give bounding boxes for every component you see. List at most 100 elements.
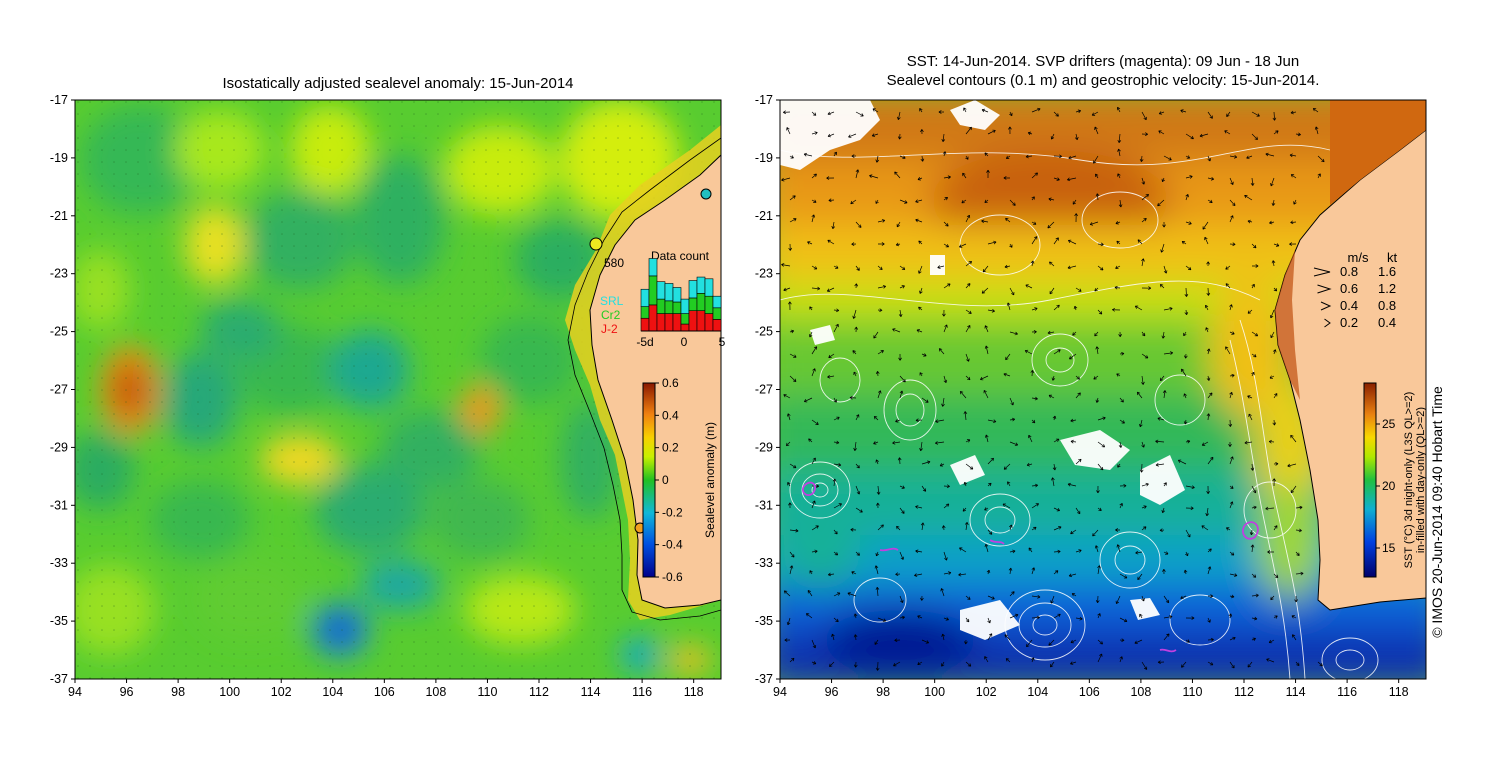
legend-srl: SRL	[600, 294, 624, 308]
velocity-legend-ms: 0.8	[1340, 264, 1358, 279]
inset-bar-segment	[712, 319, 722, 332]
sst-colorbar-tick: 20	[1382, 479, 1396, 493]
inset-xtick: 5	[719, 335, 726, 349]
x-tick-label: 110	[477, 685, 497, 699]
inset-bar-segment	[648, 258, 658, 277]
y-tick-label: -19	[50, 151, 68, 165]
x-tick-label: 106	[1079, 685, 1100, 699]
velocity-legend-ms: 0.6	[1340, 281, 1358, 296]
x-tick-label: 100	[219, 685, 240, 699]
inset-bar-segment	[704, 278, 714, 297]
inset-xtick: -5d	[636, 335, 653, 349]
inset-bar-segment	[672, 287, 682, 303]
velocity-legend-arrow	[1320, 301, 1332, 311]
inset-bar-segment	[712, 295, 722, 309]
x-tick-label: 94	[773, 685, 787, 699]
sealevel-anomaly-map	[75, 100, 721, 679]
data-count-inset: Data count SRL Cr2 J-2 -5d 0 5	[600, 249, 726, 349]
sst-colorbar-label-line2: in-filled with day-only (QL>=2)	[1415, 407, 1427, 553]
x-tick-label: 104	[1027, 685, 1048, 699]
inset-bar-segment	[656, 298, 666, 314]
y-tick-label: -17	[50, 93, 68, 107]
inset-bar-segment	[696, 310, 706, 332]
y-tick-label: -17	[755, 93, 773, 107]
colorbar-label: Sealevel anomaly (m)	[703, 422, 717, 538]
y-tick-label: -19	[755, 151, 773, 165]
inset-bar-segment	[680, 313, 690, 325]
colorbar-tick: 0.2	[662, 441, 679, 455]
right-axes: 94 96 98 100 102 104 106 108 110 112 114 116 118 -17 -…	[755, 93, 1409, 699]
inset-bar-segment	[688, 297, 698, 312]
y-tick-label: -21	[755, 209, 773, 223]
sst-colorbar-label-line1: SST (°C) 3d night-only (L3S QL>=2)	[1403, 392, 1415, 569]
sst-map	[780, 100, 1426, 679]
y-tick-label: -35	[50, 614, 68, 628]
x-tick-label: 112	[1234, 685, 1254, 699]
x-tick-label: 96	[825, 685, 839, 699]
tide-gauge-marker	[589, 237, 603, 251]
y-tick-label: -25	[50, 325, 68, 339]
velocity-legend-ms-header: m/s	[1348, 250, 1369, 265]
y-tick-label: -27	[50, 383, 68, 397]
legend-j2: J-2	[601, 322, 618, 336]
x-tick-label: 116	[1337, 685, 1357, 699]
y-tick-label: -29	[755, 440, 773, 454]
y-tick-label: -31	[50, 498, 68, 512]
inset-bar-segment	[640, 306, 650, 319]
colorbar-tick: -0.2	[662, 505, 683, 519]
right-panel-title-line2: Sealevel contours (0.1 m) and geostrophi…	[887, 72, 1320, 89]
svp-drifter-tracks	[801, 481, 1259, 653]
legend-cr2: Cr2	[601, 308, 621, 322]
inset-bar-segment	[648, 275, 658, 306]
velocity-legend: m/s kt 0.8 1.6 0.6 1.2 0.4 0.8 0.2 0.4	[1313, 250, 1397, 330]
x-tick-label: 102	[976, 685, 997, 699]
y-tick-label: -21	[50, 209, 68, 223]
x-tick-label: 106	[374, 685, 395, 699]
inset-bar-segment	[664, 313, 674, 332]
x-tick-label: 100	[924, 685, 945, 699]
x-tick-label: 112	[529, 685, 549, 699]
inset-bar-segment	[712, 307, 722, 320]
x-tick-label: 108	[425, 685, 446, 699]
velocity-legend-arrow	[1317, 284, 1332, 294]
velocity-legend-kt: 1.6	[1378, 264, 1396, 279]
inset-bar-segment	[648, 304, 658, 332]
y-tick-label: -23	[50, 267, 68, 281]
x-tick-label: 98	[171, 685, 185, 699]
colorbar-tick: -0.6	[662, 570, 683, 584]
x-tick-label: 108	[1130, 685, 1151, 699]
x-tick-label: 114	[581, 685, 601, 699]
imos-credit: © IMOS 20-Jun-2014 09:40 Hobart Time	[1429, 386, 1445, 638]
x-tick-label: 102	[271, 685, 292, 699]
inset-bar-segment	[672, 301, 682, 314]
y-tick-label: -33	[755, 556, 773, 570]
sealevel-colorbar: 0.6 0.4 0.2 0 -0.2 -0.4 -0.6 Sealevel anomaly …	[642, 376, 717, 584]
y-tick-label: -33	[50, 556, 68, 570]
inset-bars	[640, 258, 722, 332]
tide-gauge-marker	[700, 188, 712, 200]
inset-bar-segment	[680, 298, 690, 314]
geostrophic-velocity-arrows	[781, 104, 1413, 671]
inset-bar-segment	[664, 300, 674, 314]
y-tick-label: -29	[50, 440, 68, 454]
colorbar-tick: 0	[662, 473, 669, 487]
inset-bar-segment	[688, 280, 698, 299]
colorbar-tick: 0.4	[662, 408, 679, 422]
inset-bar-segment	[640, 317, 650, 332]
inset-bar-segment	[704, 313, 714, 332]
inset-bar-segment	[688, 310, 698, 332]
sst-colorbar-tick: 15	[1382, 541, 1396, 555]
x-tick-label: 94	[68, 685, 82, 699]
x-tick-label: 104	[322, 685, 343, 699]
velocity-legend-kt: 0.4	[1378, 315, 1396, 330]
velocity-legend-kt: 1.2	[1378, 281, 1396, 296]
x-tick-label: 118	[1389, 685, 1409, 699]
sealevel-contours	[780, 144, 1379, 679]
x-tick-label: 118	[684, 685, 704, 699]
inset-bar-segment	[704, 295, 714, 314]
left-panel-title: Isostatically adjusted sealevel anomaly:…	[222, 75, 573, 92]
left-axes: 94 96 98 100 102 104 106 108 110 112 114 116 118 -17 -…	[50, 93, 704, 699]
inset-bar-segment	[672, 313, 682, 332]
y-tick-label: -25	[755, 325, 773, 339]
